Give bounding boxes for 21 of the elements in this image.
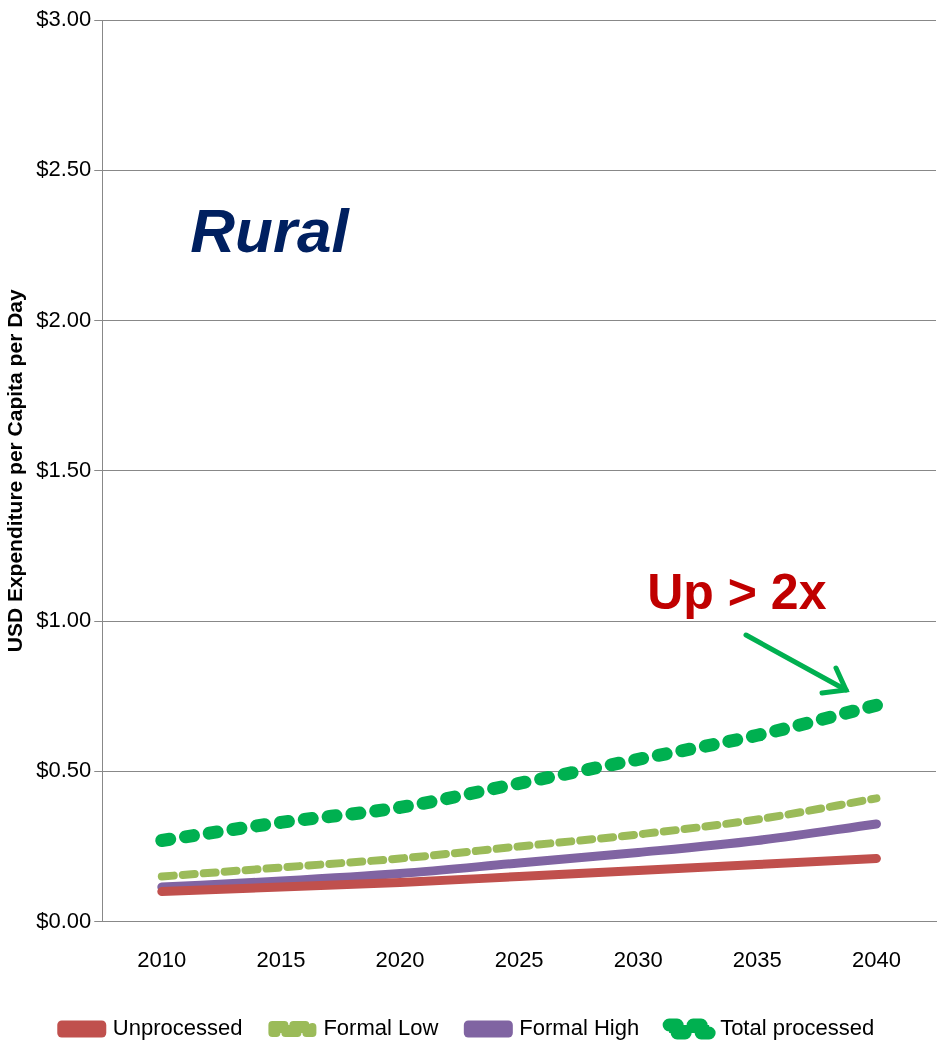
x-tick-label: 2040 <box>851 946 901 972</box>
y-tick-label: $3.00 <box>36 6 92 32</box>
legend-label: Formal High <box>519 1015 640 1041</box>
legend-label: Formal Low <box>323 1015 439 1041</box>
y-tick-label: $2.00 <box>36 306 92 332</box>
y-tick-label: $0.50 <box>36 757 92 783</box>
x-tick-label: 2025 <box>494 946 544 972</box>
annotation: Rural <box>190 196 351 266</box>
legend-label: Total processed <box>720 1015 875 1041</box>
y-axis-title: USD Expenditure per Capita per Day <box>3 289 27 653</box>
annotation: Up > 2x <box>647 564 827 620</box>
y-tick-label: $0.00 <box>36 907 92 933</box>
legend-label: Unprocessed <box>112 1015 243 1041</box>
y-tick-label: $1.50 <box>36 456 92 482</box>
y-tick-label: $2.50 <box>36 156 92 182</box>
x-tick-label: 2015 <box>256 946 306 972</box>
x-tick-label: 2035 <box>732 946 782 972</box>
y-tick-label: $1.00 <box>36 607 92 633</box>
x-tick-label: 2030 <box>613 946 663 972</box>
x-tick-label: 2010 <box>137 946 187 972</box>
x-tick-label: 2020 <box>375 946 425 972</box>
